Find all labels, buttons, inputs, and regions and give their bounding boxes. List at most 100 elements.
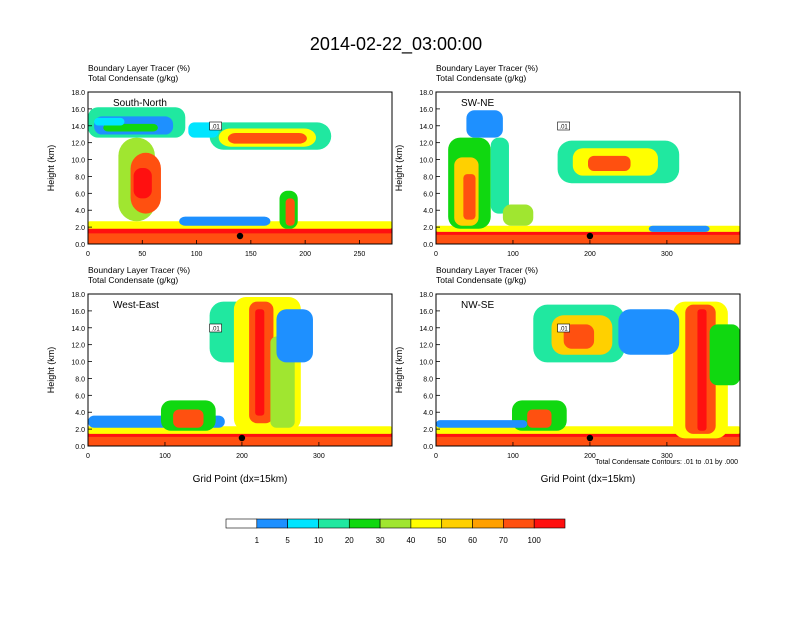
- y-tick-label: 10.0: [71, 158, 85, 165]
- field-patch: [527, 409, 552, 428]
- panel-label: NW-SE: [461, 300, 494, 311]
- contour-label: .01: [211, 327, 220, 333]
- field-patch: [103, 123, 158, 132]
- panel-header-tracer: Boundary Layer Tracer (%): [436, 265, 538, 275]
- y-tick-label: 4.0: [423, 410, 433, 417]
- panel-header-tracer: Boundary Layer Tracer (%): [436, 63, 538, 73]
- y-axis-label: Height (km): [394, 145, 404, 192]
- y-tick-label: 12.0: [419, 343, 433, 350]
- panel-label: SW-NE: [461, 98, 494, 109]
- y-tick-label: 18.0: [71, 90, 85, 97]
- y-tick-label: 18.0: [419, 292, 433, 299]
- panel-2: Boundary Layer Tracer (%)Total Condensat…: [394, 63, 741, 258]
- y-tick-label: 8.0: [75, 376, 85, 383]
- plot-frame: [87, 293, 393, 447]
- y-tick-label: 16.0: [419, 309, 433, 316]
- field-patch: [227, 133, 307, 144]
- contour-label: .01: [211, 125, 220, 131]
- location-marker: [586, 434, 594, 442]
- y-tick-label: 10.0: [419, 360, 433, 367]
- y-tick-label: 18.0: [71, 292, 85, 299]
- y-tick-label: 14.0: [419, 124, 433, 131]
- field: [88, 297, 392, 446]
- field-patch: [563, 324, 595, 349]
- panel-header-condensate: Total Condensate (g/kg): [88, 275, 178, 285]
- panel-header-condensate: Total Condensate (g/kg): [436, 275, 526, 285]
- location-marker: [586, 232, 594, 240]
- x-tick-label: 0: [86, 251, 90, 258]
- colorbar-box: [410, 518, 443, 529]
- field-patch: [255, 309, 265, 416]
- panel-label: West-East: [113, 300, 159, 311]
- colorbar-box: [225, 518, 258, 529]
- colorbar-box: [472, 518, 504, 529]
- x-tick-label: 200: [584, 251, 596, 258]
- colorbar-label: 30: [376, 536, 385, 545]
- panels: Boundary Layer Tracer (%)Total Condensat…: [46, 63, 741, 485]
- colorbar: 1 5 10 20 30 40 50 60 70 100: [225, 518, 566, 545]
- y-tick-label: 6.0: [423, 191, 433, 198]
- contour-label: .01: [559, 327, 568, 333]
- panel-header-tracer: Boundary Layer Tracer (%): [88, 265, 190, 275]
- field-patch: [697, 309, 707, 431]
- y-tick-label: 8.0: [423, 174, 433, 181]
- x-tick-label: 250: [354, 251, 366, 258]
- x-tick-label: 300: [661, 453, 673, 460]
- field-patch: [466, 110, 503, 138]
- x-tick-label: 200: [299, 251, 311, 258]
- y-tick-label: 14.0: [419, 326, 433, 333]
- plot-frame: [435, 91, 741, 245]
- field-patch: [88, 426, 392, 434]
- y-tick-label: 16.0: [71, 309, 85, 316]
- field-patch: [588, 155, 631, 172]
- y-tick-label: 4.0: [423, 208, 433, 215]
- x-tick-label: 300: [661, 251, 673, 258]
- x-tick-label: 150: [245, 251, 257, 258]
- y-tick-label: 0.0: [75, 444, 85, 451]
- y-tick-label: 0.0: [423, 242, 433, 249]
- colorbar-label: 50: [437, 536, 446, 545]
- colorbar-label: 40: [406, 536, 415, 545]
- panel-header-condensate: Total Condensate (g/kg): [436, 73, 526, 83]
- y-tick-label: 16.0: [71, 107, 85, 114]
- y-tick-label: 2.0: [423, 427, 433, 434]
- field-patch: [436, 426, 740, 434]
- colorbar-label: 10: [314, 536, 323, 545]
- y-tick-label: 12.0: [419, 141, 433, 148]
- colorbar-label: 20: [345, 536, 354, 545]
- y-tick-label: 12.0: [71, 141, 85, 148]
- location-marker: [236, 232, 244, 240]
- y-axis-label: Height (km): [46, 347, 56, 394]
- colorbar-label: 5: [285, 536, 290, 545]
- field-patch: [648, 225, 710, 232]
- field-patch: [133, 168, 152, 199]
- y-tick-label: 14.0: [71, 326, 85, 333]
- y-tick-label: 2.0: [423, 225, 433, 232]
- y-tick-label: 6.0: [75, 393, 85, 400]
- field-patch: [490, 137, 509, 214]
- contour-label-box: [557, 121, 570, 131]
- panel-1: Boundary Layer Tracer (%)Total Condensat…: [46, 63, 393, 258]
- field-patch: [276, 309, 313, 363]
- y-tick-label: 12.0: [71, 343, 85, 350]
- field-patch: [709, 324, 740, 386]
- y-tick-label: 8.0: [423, 376, 433, 383]
- field-patch: [285, 198, 295, 226]
- field: [436, 110, 740, 244]
- colorbar-box: [256, 518, 288, 529]
- y-tick-label: 10.0: [71, 360, 85, 367]
- field-patch: [502, 204, 534, 226]
- contour-label: .01: [559, 125, 568, 131]
- plot-frame: [87, 91, 393, 245]
- y-tick-label: 0.0: [75, 242, 85, 249]
- field: [88, 107, 392, 244]
- y-tick-label: 2.0: [75, 427, 85, 434]
- x-tick-label: 100: [191, 251, 203, 258]
- x-tick-label: 0: [434, 453, 438, 460]
- x-tick-label: 50: [138, 251, 146, 258]
- y-tick-label: 10.0: [419, 158, 433, 165]
- y-axis-label: Height (km): [46, 145, 56, 192]
- y-tick-label: 4.0: [75, 208, 85, 215]
- field-patch: [94, 117, 125, 126]
